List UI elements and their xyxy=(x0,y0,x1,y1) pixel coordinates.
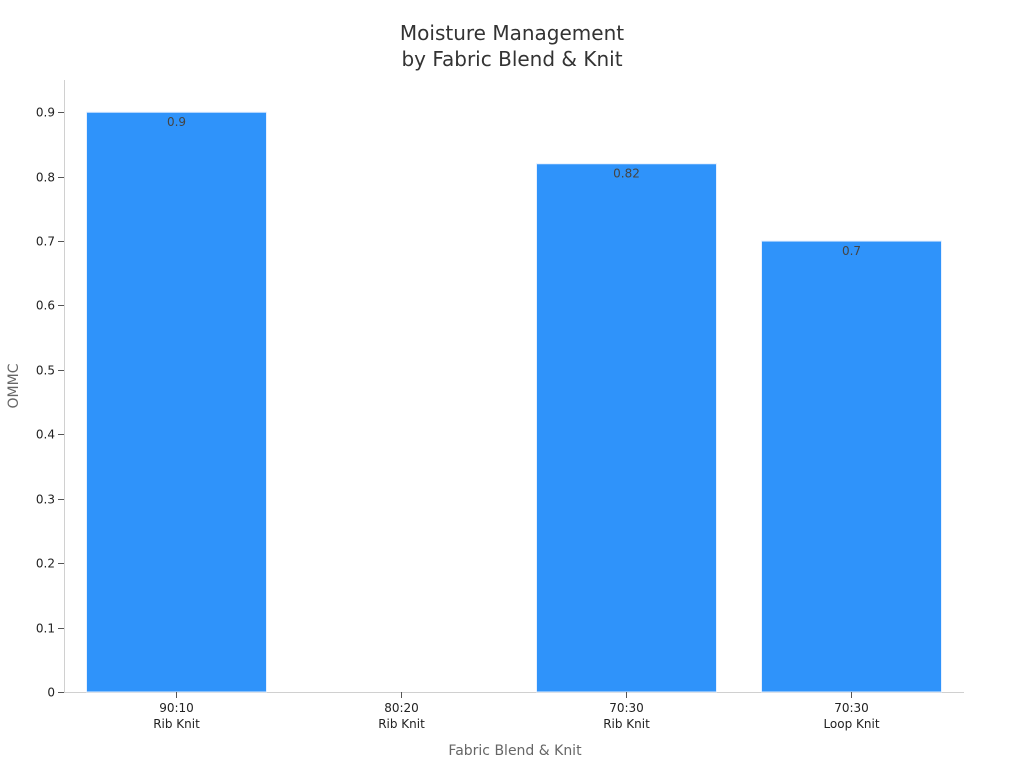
y-tick-label: 0.7 xyxy=(36,235,55,249)
y-tick-label: 0.4 xyxy=(36,428,55,442)
y-tick-label: 0.2 xyxy=(36,557,55,571)
x-tick-label: Rib Knit xyxy=(153,717,200,731)
bar-value-label: 0.9 xyxy=(167,115,186,129)
x-tick-label: 80:20 xyxy=(384,701,419,715)
bars: 0.9 0.82 0.7 xyxy=(86,111,942,693)
y-axis-label: OMMC xyxy=(6,363,22,408)
chart-title: Moisture Management by Fabric Blend & Kn… xyxy=(0,20,1024,72)
x-tick-label: Loop Knit xyxy=(823,717,879,731)
y-tick-label: 0.3 xyxy=(36,493,55,507)
y-axis-ticks: 0 0.1 0.2 0.3 0.4 0.5 0.6 0.7 0.8 0.9 xyxy=(36,106,64,700)
x-tick-label: 90:10 xyxy=(159,701,194,715)
x-tick-label: Rib Knit xyxy=(603,717,650,731)
y-tick-label: 0.6 xyxy=(36,299,55,313)
chart-title-line-2: by Fabric Blend & Knit xyxy=(401,47,623,71)
bar xyxy=(86,111,267,693)
bar xyxy=(761,240,942,693)
bar xyxy=(536,163,717,693)
y-tick-label: 0.5 xyxy=(36,364,55,378)
x-axis-ticks: 90:10 Rib Knit 80:20 Rib Knit 70:30 Rib Knit 7… xyxy=(153,692,880,731)
y-tick-label: 0.1 xyxy=(36,622,55,636)
x-axis-label: Fabric Blend & Knit xyxy=(448,743,582,759)
y-tick-label: 0.8 xyxy=(36,171,55,185)
bar-value-label: 0.7 xyxy=(842,244,861,258)
x-tick-label: 70:30 xyxy=(609,701,644,715)
bar-value-label: 0.82 xyxy=(613,167,640,181)
x-tick-label: Rib Knit xyxy=(378,717,425,731)
chart-title-line-1: Moisture Management xyxy=(399,21,625,45)
y-tick-label: 0.9 xyxy=(36,106,55,120)
x-tick-label: 70:30 xyxy=(834,701,869,715)
y-tick-label: 0 xyxy=(47,686,55,700)
